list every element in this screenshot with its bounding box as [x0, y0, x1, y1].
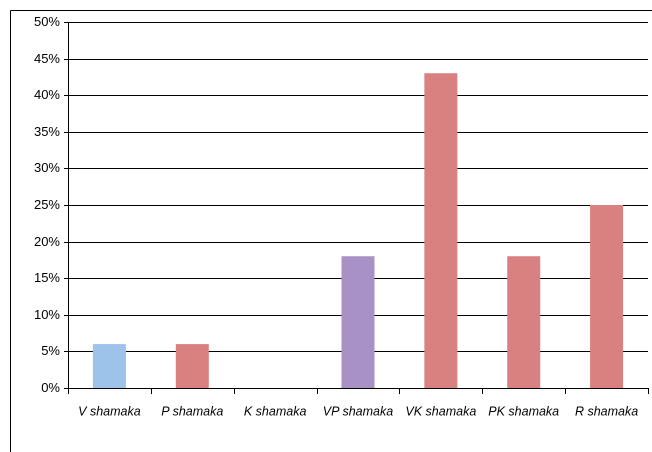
x-tick-label: PK shamaka	[488, 404, 559, 418]
x-tick-label: R shamaka	[575, 404, 638, 418]
y-tick-label: 15%	[34, 270, 60, 285]
y-tick-label: 25%	[34, 197, 60, 212]
y-tick-label: 35%	[34, 124, 60, 139]
y-tick-label: 30%	[34, 160, 60, 175]
y-tick-label: 0%	[41, 380, 60, 395]
x-tick-label: V shamaka	[78, 404, 141, 418]
y-tick-label: 50%	[34, 14, 60, 29]
y-tick-label: 5%	[41, 343, 60, 358]
y-tick-label: 45%	[34, 51, 60, 66]
y-tick-label: 10%	[34, 307, 60, 322]
x-tick-label: VP shamaka	[323, 404, 393, 418]
x-tick-label: K shamaka	[244, 404, 307, 418]
bar	[341, 256, 375, 388]
x-tick-label: VK shamaka	[405, 404, 476, 418]
x-tick-label: P shamaka	[161, 404, 223, 418]
bar	[507, 256, 541, 388]
bar	[590, 205, 624, 388]
bar	[175, 344, 209, 388]
bar	[92, 344, 126, 388]
y-tick-label: 20%	[34, 234, 60, 249]
bar	[424, 73, 458, 389]
y-tick-label: 40%	[34, 87, 60, 102]
